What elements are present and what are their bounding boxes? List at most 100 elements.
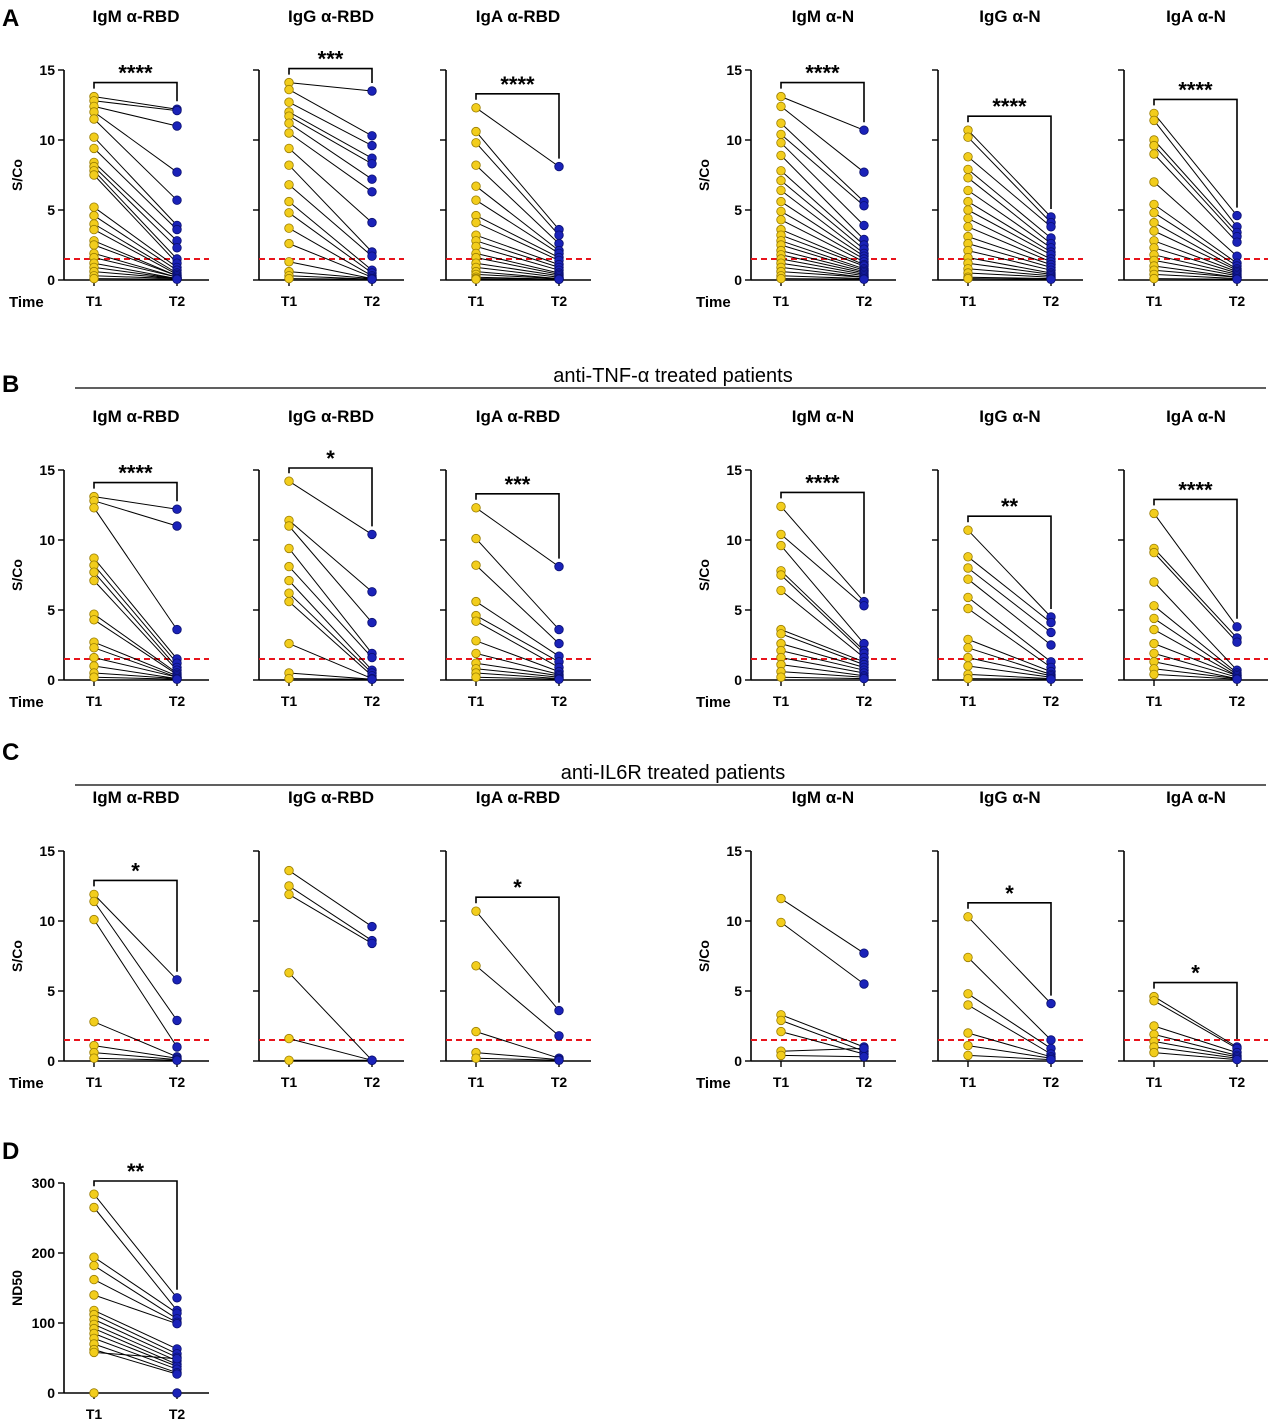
t1-point bbox=[471, 961, 481, 971]
pair-line bbox=[967, 177, 1052, 244]
y-tick-label: 15 bbox=[726, 843, 742, 859]
pair-line bbox=[780, 1031, 865, 1055]
pair-line bbox=[475, 1052, 560, 1061]
t2-point bbox=[367, 86, 377, 96]
pair-line bbox=[1153, 605, 1238, 674]
panel-label-a: A bbox=[2, 5, 19, 32]
pair-line bbox=[967, 209, 1052, 256]
pair-line bbox=[967, 169, 1052, 239]
x-tick-label: T1 bbox=[468, 693, 485, 709]
pair-line bbox=[967, 993, 1052, 1049]
t1-point bbox=[1149, 115, 1159, 126]
significance-label: * bbox=[131, 858, 140, 883]
pair-line bbox=[475, 266, 560, 278]
pair-line bbox=[780, 271, 865, 278]
y-tick-label: 10 bbox=[39, 913, 55, 929]
t1-point bbox=[89, 1274, 99, 1285]
pair-line bbox=[780, 229, 865, 266]
t2-point bbox=[554, 274, 564, 285]
y-tick-label: 0 bbox=[47, 1053, 55, 1069]
pair-line bbox=[967, 1004, 1052, 1055]
y-tick-label: 5 bbox=[734, 202, 742, 218]
pair-line bbox=[93, 1337, 178, 1370]
t1-point bbox=[89, 170, 99, 180]
t1-point bbox=[1149, 199, 1159, 210]
y-axis-label: S/Co bbox=[9, 559, 25, 591]
x-tick-label: T2 bbox=[856, 1074, 873, 1090]
t1-point bbox=[776, 672, 786, 682]
x-axis-label: Time bbox=[9, 294, 44, 311]
t2-point bbox=[859, 1052, 869, 1062]
x-tick-label: T2 bbox=[856, 293, 873, 309]
t1-point bbox=[963, 563, 973, 573]
pair-line bbox=[93, 257, 178, 278]
x-tick-label: T1 bbox=[773, 1074, 790, 1090]
y-axis-label: S/Co bbox=[9, 940, 25, 972]
t1-point bbox=[963, 173, 973, 183]
pair-line bbox=[1153, 120, 1238, 228]
pair-line bbox=[1153, 668, 1238, 680]
t1-point bbox=[89, 567, 99, 577]
pair-line bbox=[288, 566, 373, 658]
x-tick-label: T2 bbox=[1043, 293, 1060, 309]
t2-point bbox=[859, 948, 869, 958]
pair-line bbox=[1153, 617, 1238, 675]
t1-point bbox=[776, 175, 786, 186]
y-axis-label: S/Co bbox=[696, 159, 712, 191]
pair-line bbox=[93, 96, 178, 110]
t2-point bbox=[859, 979, 869, 989]
x-axis-label: Time bbox=[696, 1075, 731, 1092]
significance-label: **** bbox=[805, 61, 840, 86]
t2-point bbox=[1046, 674, 1056, 685]
t1-point bbox=[89, 1202, 99, 1213]
x-tick-label: T1 bbox=[960, 1074, 977, 1090]
pair-line bbox=[93, 244, 178, 277]
pair-line bbox=[1153, 273, 1238, 280]
pair-line bbox=[967, 257, 1052, 274]
pair-line bbox=[93, 252, 178, 278]
significance-label: * bbox=[513, 875, 522, 900]
t1-point bbox=[776, 150, 786, 161]
pair-line bbox=[780, 671, 865, 678]
pair-line bbox=[93, 1265, 178, 1320]
chart-C-16: IgG α-N T1 T2 * bbox=[932, 788, 1083, 1090]
y-axis-label: S/Co bbox=[696, 559, 712, 591]
pair-line bbox=[475, 164, 560, 244]
pair-line bbox=[288, 243, 373, 278]
significance-bracket bbox=[1153, 498, 1238, 619]
pair-line bbox=[288, 1038, 373, 1061]
t1-point bbox=[963, 525, 973, 535]
pair-line bbox=[1153, 581, 1238, 671]
t2-point bbox=[172, 1353, 182, 1364]
pair-line bbox=[1153, 240, 1238, 273]
pair-line bbox=[967, 597, 1052, 663]
significance-label: **** bbox=[992, 94, 1027, 119]
t1-point bbox=[963, 673, 973, 684]
pair-line bbox=[967, 638, 1052, 673]
pair-line bbox=[780, 570, 865, 651]
t1-point bbox=[776, 917, 786, 928]
significance-bracket bbox=[1153, 981, 1238, 1039]
t2-point bbox=[172, 195, 182, 205]
t1-point bbox=[963, 603, 973, 614]
pair-line bbox=[475, 652, 560, 675]
t2-point bbox=[859, 601, 869, 611]
t1-point bbox=[776, 570, 786, 580]
chart-title: IgG α-N bbox=[979, 7, 1040, 26]
pair-line bbox=[288, 525, 373, 623]
t1-point bbox=[471, 1026, 481, 1037]
pair-line bbox=[93, 1052, 178, 1061]
pair-line bbox=[288, 89, 373, 137]
pair-line bbox=[967, 129, 1052, 218]
panel-label-c: C bbox=[2, 739, 19, 766]
significance-label: **** bbox=[118, 61, 153, 86]
t1-point bbox=[776, 540, 786, 551]
t2-point bbox=[1232, 237, 1242, 247]
pair-line bbox=[1153, 513, 1238, 628]
t2-point bbox=[1046, 998, 1056, 1009]
pair-line bbox=[475, 107, 560, 168]
t2-point bbox=[554, 624, 564, 635]
t2-point bbox=[367, 174, 377, 184]
t1-point bbox=[284, 865, 294, 876]
t1-point bbox=[284, 1055, 294, 1066]
